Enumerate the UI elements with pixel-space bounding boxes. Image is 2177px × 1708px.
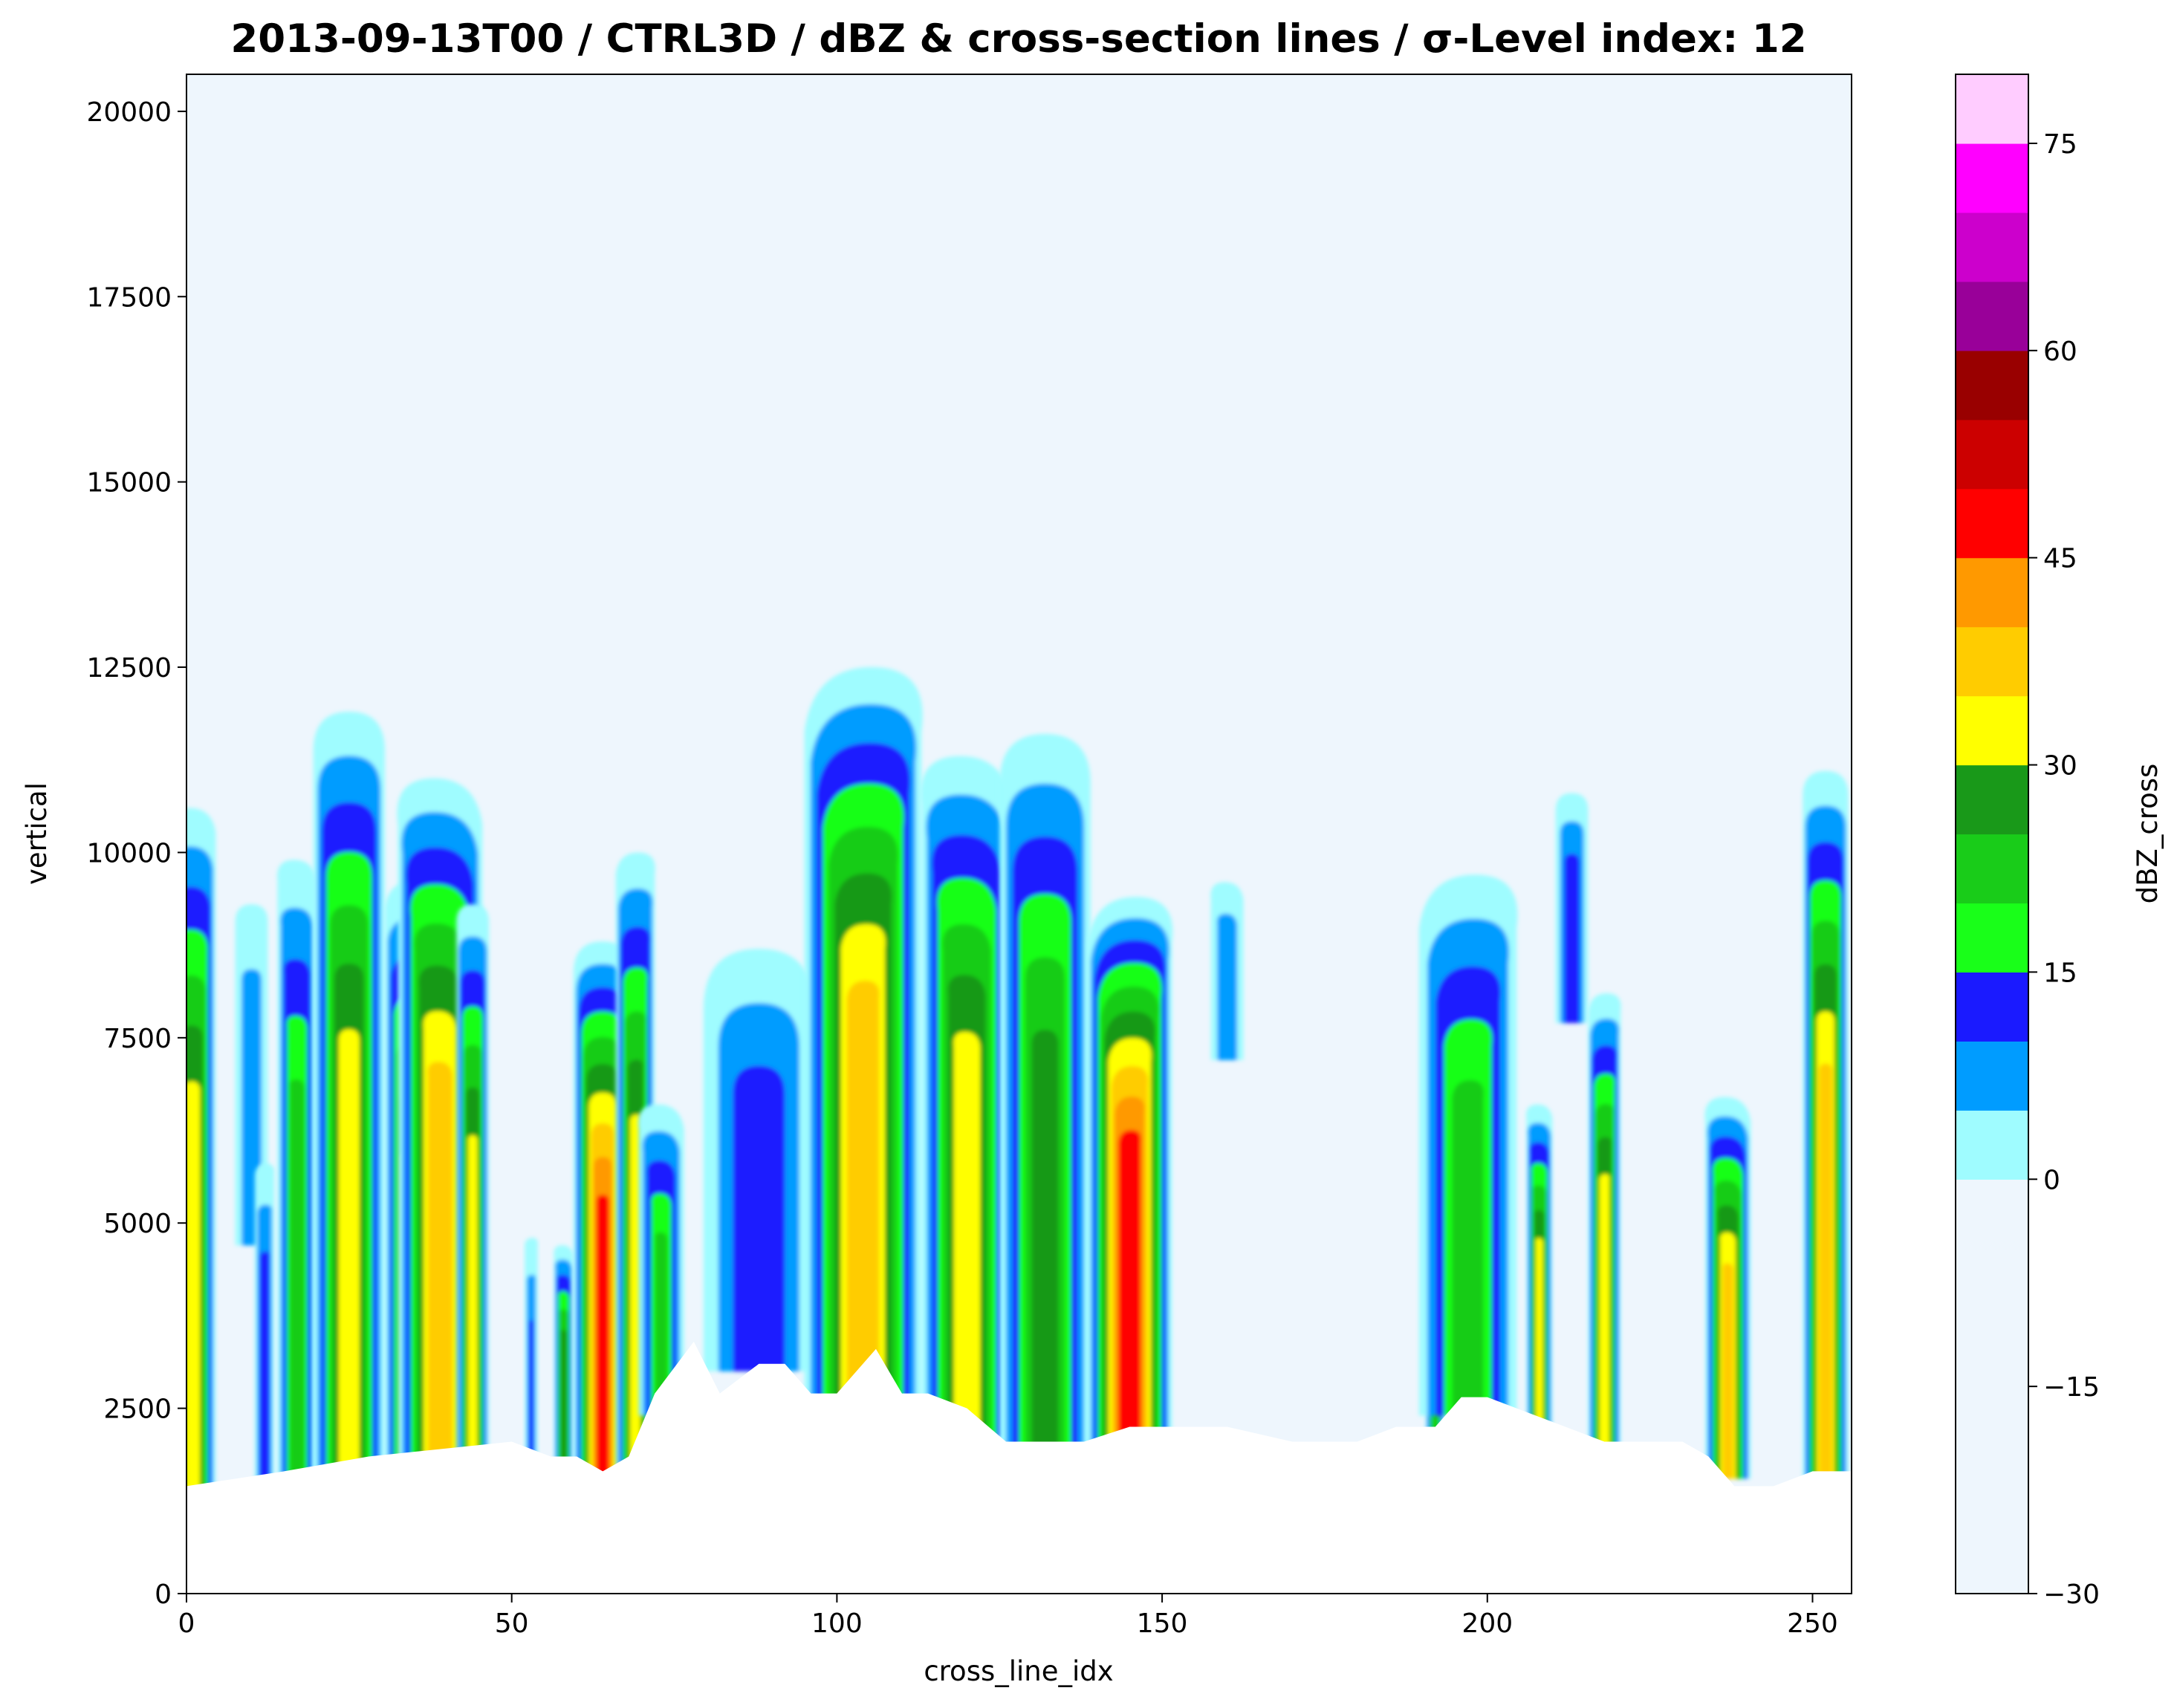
x-tick-label: 250 xyxy=(1787,1608,1838,1639)
colorbar xyxy=(1956,74,2028,1594)
y-tick-label: 12500 xyxy=(86,653,172,683)
y-axis-ticks: 0 2500 5000 7500 10000 12500 15000 17500 20000 xyxy=(86,97,186,1610)
contour-band xyxy=(1722,1263,1733,1479)
x-tick-label: 50 xyxy=(495,1608,529,1639)
colorbar-tick-label: 15 xyxy=(2043,958,2077,988)
storm-cell xyxy=(1555,793,1589,1023)
colorbar-segment xyxy=(1956,281,2028,351)
storm-cell xyxy=(277,860,317,1494)
y-tick-label: 20000 xyxy=(86,97,172,128)
storm-cell xyxy=(186,808,216,1509)
colorbar-segment xyxy=(1956,764,2028,835)
x-tick-label: 100 xyxy=(811,1608,863,1639)
colorbar-segment xyxy=(1956,1110,2028,1180)
colorbar-segment xyxy=(1956,972,2028,1042)
contour-band xyxy=(467,1134,478,1479)
contour-band xyxy=(1564,854,1580,1023)
colorbar-ticks: −30 −15 0 15 30 45 60 75 xyxy=(2028,129,2100,1610)
y-tick-label: 5000 xyxy=(103,1209,172,1239)
contour-band xyxy=(1118,1130,1141,1449)
colorbar-segment xyxy=(1956,143,2028,213)
colorbar-segment xyxy=(1956,557,2028,628)
storm-cell xyxy=(1210,882,1244,1060)
plot-frame xyxy=(186,74,1852,1594)
storm-cell xyxy=(1803,770,1849,1494)
colorbar-segment xyxy=(1956,903,2028,973)
contour-band xyxy=(655,1232,668,1416)
plot-area xyxy=(186,74,1852,1594)
reflectivity-contours xyxy=(186,667,1849,1509)
storm-cell xyxy=(920,756,1013,1438)
contour-band xyxy=(259,1251,270,1509)
colorbar-segment xyxy=(1956,1041,2028,1111)
storm-cell xyxy=(1087,897,1173,1449)
y-tick-label: 17500 xyxy=(86,282,172,313)
x-axis-label: cross_line_idx xyxy=(924,1655,1113,1687)
y-tick-label: 2500 xyxy=(103,1394,172,1425)
storm-cell xyxy=(254,1163,275,1509)
colorbar-segment xyxy=(1956,1179,2028,1594)
colorbar-segment xyxy=(1956,626,2028,697)
contour-band xyxy=(1216,913,1238,1060)
y-tick-label: 7500 xyxy=(103,1024,172,1054)
contour-band xyxy=(733,1065,785,1371)
colorbar-tick-label: 30 xyxy=(2043,751,2077,782)
colorbar-tick-label: 75 xyxy=(2043,129,2077,160)
contour-band xyxy=(1599,1174,1610,1464)
contour-band xyxy=(338,1029,360,1494)
colorbar-segment xyxy=(1956,74,2028,144)
contour-band xyxy=(596,1195,609,1494)
x-tick-label: 200 xyxy=(1461,1608,1513,1639)
contour-band xyxy=(953,1031,981,1438)
x-tick-label: 150 xyxy=(1137,1608,1188,1639)
storm-cell xyxy=(804,667,923,1416)
colorbar-segment xyxy=(1956,212,2028,282)
storm-cell xyxy=(554,1245,574,1479)
colorbar-segment xyxy=(1956,695,2028,766)
storm-cell xyxy=(313,711,385,1494)
contour-band xyxy=(186,1081,201,1509)
contour-band xyxy=(560,1329,567,1479)
storm-cell xyxy=(637,1104,684,1416)
colorbar-segment xyxy=(1956,419,2028,490)
storm-cell xyxy=(1418,874,1518,1416)
contour-band xyxy=(1819,1063,1832,1494)
y-tick-label: 0 xyxy=(155,1579,172,1610)
contour-band xyxy=(1452,1080,1484,1416)
chart-title: 2013-09-13T00 / CTRL3D / dBZ & cross-sec… xyxy=(230,16,1806,62)
storm-cell xyxy=(525,1238,538,1479)
y-axis-label: vertical xyxy=(21,782,53,885)
colorbar-tick-label: −15 xyxy=(2043,1372,2100,1403)
storm-cell xyxy=(1588,993,1621,1464)
storm-cell xyxy=(703,949,814,1371)
y-tick-label: 10000 xyxy=(86,838,172,868)
colorbar-tick-label: 60 xyxy=(2043,337,2077,367)
storm-cell xyxy=(1525,1104,1553,1435)
storm-cell xyxy=(999,733,1091,1464)
y-tick-label: 15000 xyxy=(86,468,172,499)
terrain-mask xyxy=(186,1341,1852,1594)
x-tick-label: 0 xyxy=(178,1608,195,1639)
colorbar-tick-label: −30 xyxy=(2043,1579,2100,1610)
colorbar-segment xyxy=(1956,834,2028,904)
contour-band xyxy=(528,1320,534,1479)
colorbar-label: dBZ_cross xyxy=(2132,764,2164,904)
storm-cell xyxy=(1704,1097,1751,1479)
contour-band xyxy=(1535,1238,1543,1435)
contour-band xyxy=(1031,1030,1059,1464)
colorbar-segment xyxy=(1956,488,2028,559)
storm-cell xyxy=(456,904,490,1479)
contour-band xyxy=(846,981,880,1416)
x-axis-ticks: 0 50 100 150 200 250 xyxy=(178,1594,1838,1639)
colorbar-tick-label: 45 xyxy=(2043,544,2077,574)
colorbar-tick-label: 0 xyxy=(2043,1165,2060,1195)
contour-band xyxy=(289,1079,305,1494)
colorbar-frame xyxy=(1955,74,2029,1594)
contour-band xyxy=(427,1062,452,1479)
contour-band xyxy=(629,1114,641,1479)
colorbar-segment xyxy=(1956,350,2028,420)
